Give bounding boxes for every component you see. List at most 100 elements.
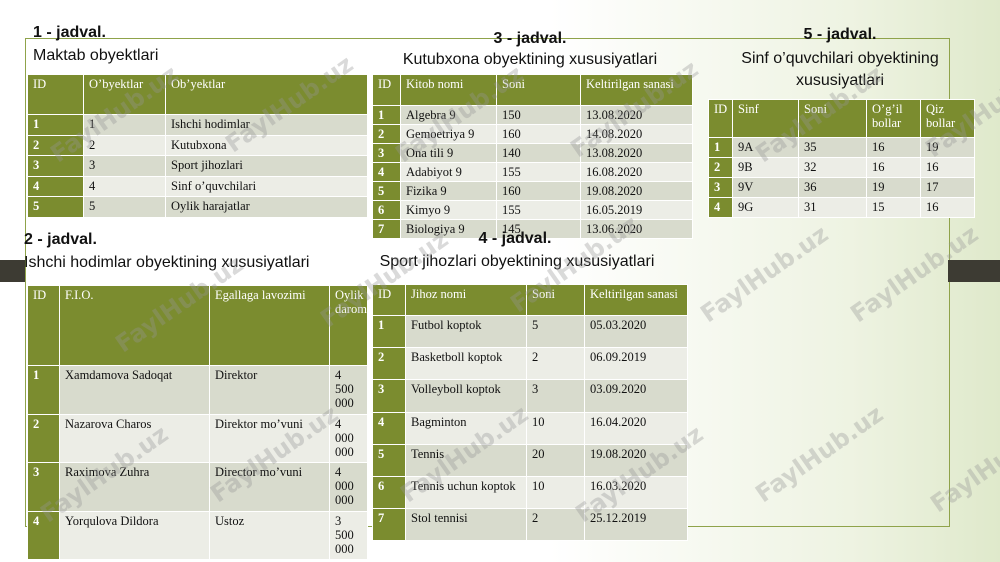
cell: Kimyo 9 [400,200,497,220]
row: 6 Kimyo 9 155 16.05.2019 [372,200,693,220]
header-cell: Soni [496,74,581,106]
header-row: ID Kitob nomi Soni Keltirilgan sanasi [372,74,693,106]
cell: Direktor [209,365,330,415]
table-title: Sport jihozlari obyektining xususiyatlar… [379,253,655,270]
cell: 19 [920,137,975,158]
cell: Sport jihozlari [165,155,368,177]
id-cell: 2 [27,134,84,156]
id-cell: 7 [372,508,406,542]
cell: 16 [866,137,921,158]
header-cell: O’g’il bollar [866,99,921,138]
id-cell: 4 [372,162,401,182]
cell: 16 [920,157,975,178]
cell: 4 500 000 [329,365,368,415]
cell: 3 [83,155,166,177]
cell: Futbol koptok [405,314,527,349]
cell: Sinf o’quvchilari [165,175,368,197]
header-cell: Oylik daromadi [329,285,368,366]
header-cell: Soni [526,284,585,316]
id-cell: 1 [372,105,401,125]
cell: 16 [920,197,975,218]
cell: Direktor mo’vuni [209,413,330,463]
table-number: 4 - jadval. [478,230,552,247]
header-cell: ID [708,99,733,138]
table-number: 2 - jadval. [24,231,97,248]
id-cell: 4 [372,411,406,445]
header-cell: O’byektlar [83,74,166,115]
header-cell: ID [27,285,60,366]
cell: Basketboll koptok [405,347,527,381]
cell: 4 [83,175,166,197]
cell: 35 [798,137,867,158]
id-cell: 1 [27,114,84,136]
cell: 13.08.2020 [580,105,693,125]
row: 5 Tennis 20 19.08.2020 [372,443,688,477]
cell: 2 [83,134,166,156]
cell: 160 [496,181,581,201]
cell: 3 500 000 [329,510,368,560]
cell: 19 [866,177,921,198]
cell: 13.06.2020 [580,219,693,239]
id-cell: 2 [708,157,733,178]
id-cell: 1 [708,137,733,158]
cell: Biologiya 9 [400,219,497,239]
header-cell: Qiz bollar [920,99,975,138]
cell: 160 [496,124,581,144]
cell: Kutubxona [165,134,368,156]
cell: 9B [732,157,799,178]
table-number: 3 - jadval. [493,30,567,47]
cell: 2 [526,347,585,381]
row: 4 9G 31 15 16 [708,197,975,218]
row: 2 2 Kutubxona [27,134,368,156]
row: 3 Ona tili 9 140 13.08.2020 [372,143,693,163]
header-cell: Sinf [732,99,799,138]
row: 7 Biologiya 9 145 13.06.2020 [372,219,693,239]
cell: 5 [83,196,166,218]
cell: 13.08.2020 [580,143,693,163]
id-cell: 5 [27,196,84,218]
row: 6 Tennis uchun koptok 10 16.03.2020 [372,475,688,510]
header-cell: Soni [798,99,867,138]
cell: 05.03.2020 [584,314,688,349]
table-title: Maktab obyektlari [33,47,159,64]
row: 3 Volleyboll koptok 3 03.09.2020 [372,379,688,413]
cell: 32 [798,157,867,178]
row: 4 Yorqulova Dildora Ustoz 3 500 000 [27,510,368,560]
cell: 10 [526,475,585,510]
cell: 14.08.2020 [580,124,693,144]
cell: 10 [526,411,585,445]
table-title: Sinf o’quvchilari obyektining xususiyatl… [741,50,939,89]
cell: 19.08.2020 [580,181,693,201]
row: 2 Nazarova Charos Direktor mo’vuni 4 000 00… [27,413,368,463]
cell: 155 [496,162,581,182]
table: ID O’byektlar Ob’yektlar 1 1 Ishchi hodimlar 2… [27,74,368,218]
row: 2 Basketboll koptok 2 06.09.2019 [372,347,688,381]
header-cell: Keltirilgan sanasi [584,284,688,316]
header-cell: ID [372,74,401,106]
cell: 03.09.2020 [584,379,688,413]
cell: Adabiyot 9 [400,162,497,182]
id-cell: 3 [708,177,733,198]
row: 7 Stol tennisi 2 25.12.2019 [372,508,688,542]
id-cell: 2 [372,124,401,144]
cell: 16.05.2019 [580,200,693,220]
id-cell: 5 [372,181,401,201]
cell: Bagminton [405,411,527,445]
cell: Raximova Zuhra [59,462,210,512]
header-cell: ID [372,284,406,316]
table-number: 1 - jadval. [33,24,106,41]
row: 3 9V 36 19 17 [708,177,975,198]
header-cell: ID [27,74,84,115]
id-cell: 4 [27,510,60,560]
id-cell: 2 [372,347,406,381]
id-cell: 2 [27,413,60,463]
cell: Ustoz [209,510,330,560]
row: 1 Xamdamova Sadoqat Direktor 4 500 000 [27,365,368,415]
header-cell: Keltirilgan sanasi [580,74,693,106]
cell: 20 [526,443,585,477]
cell: Algebra 9 [400,105,497,125]
cell: 15 [866,197,921,218]
cell: 9G [732,197,799,218]
